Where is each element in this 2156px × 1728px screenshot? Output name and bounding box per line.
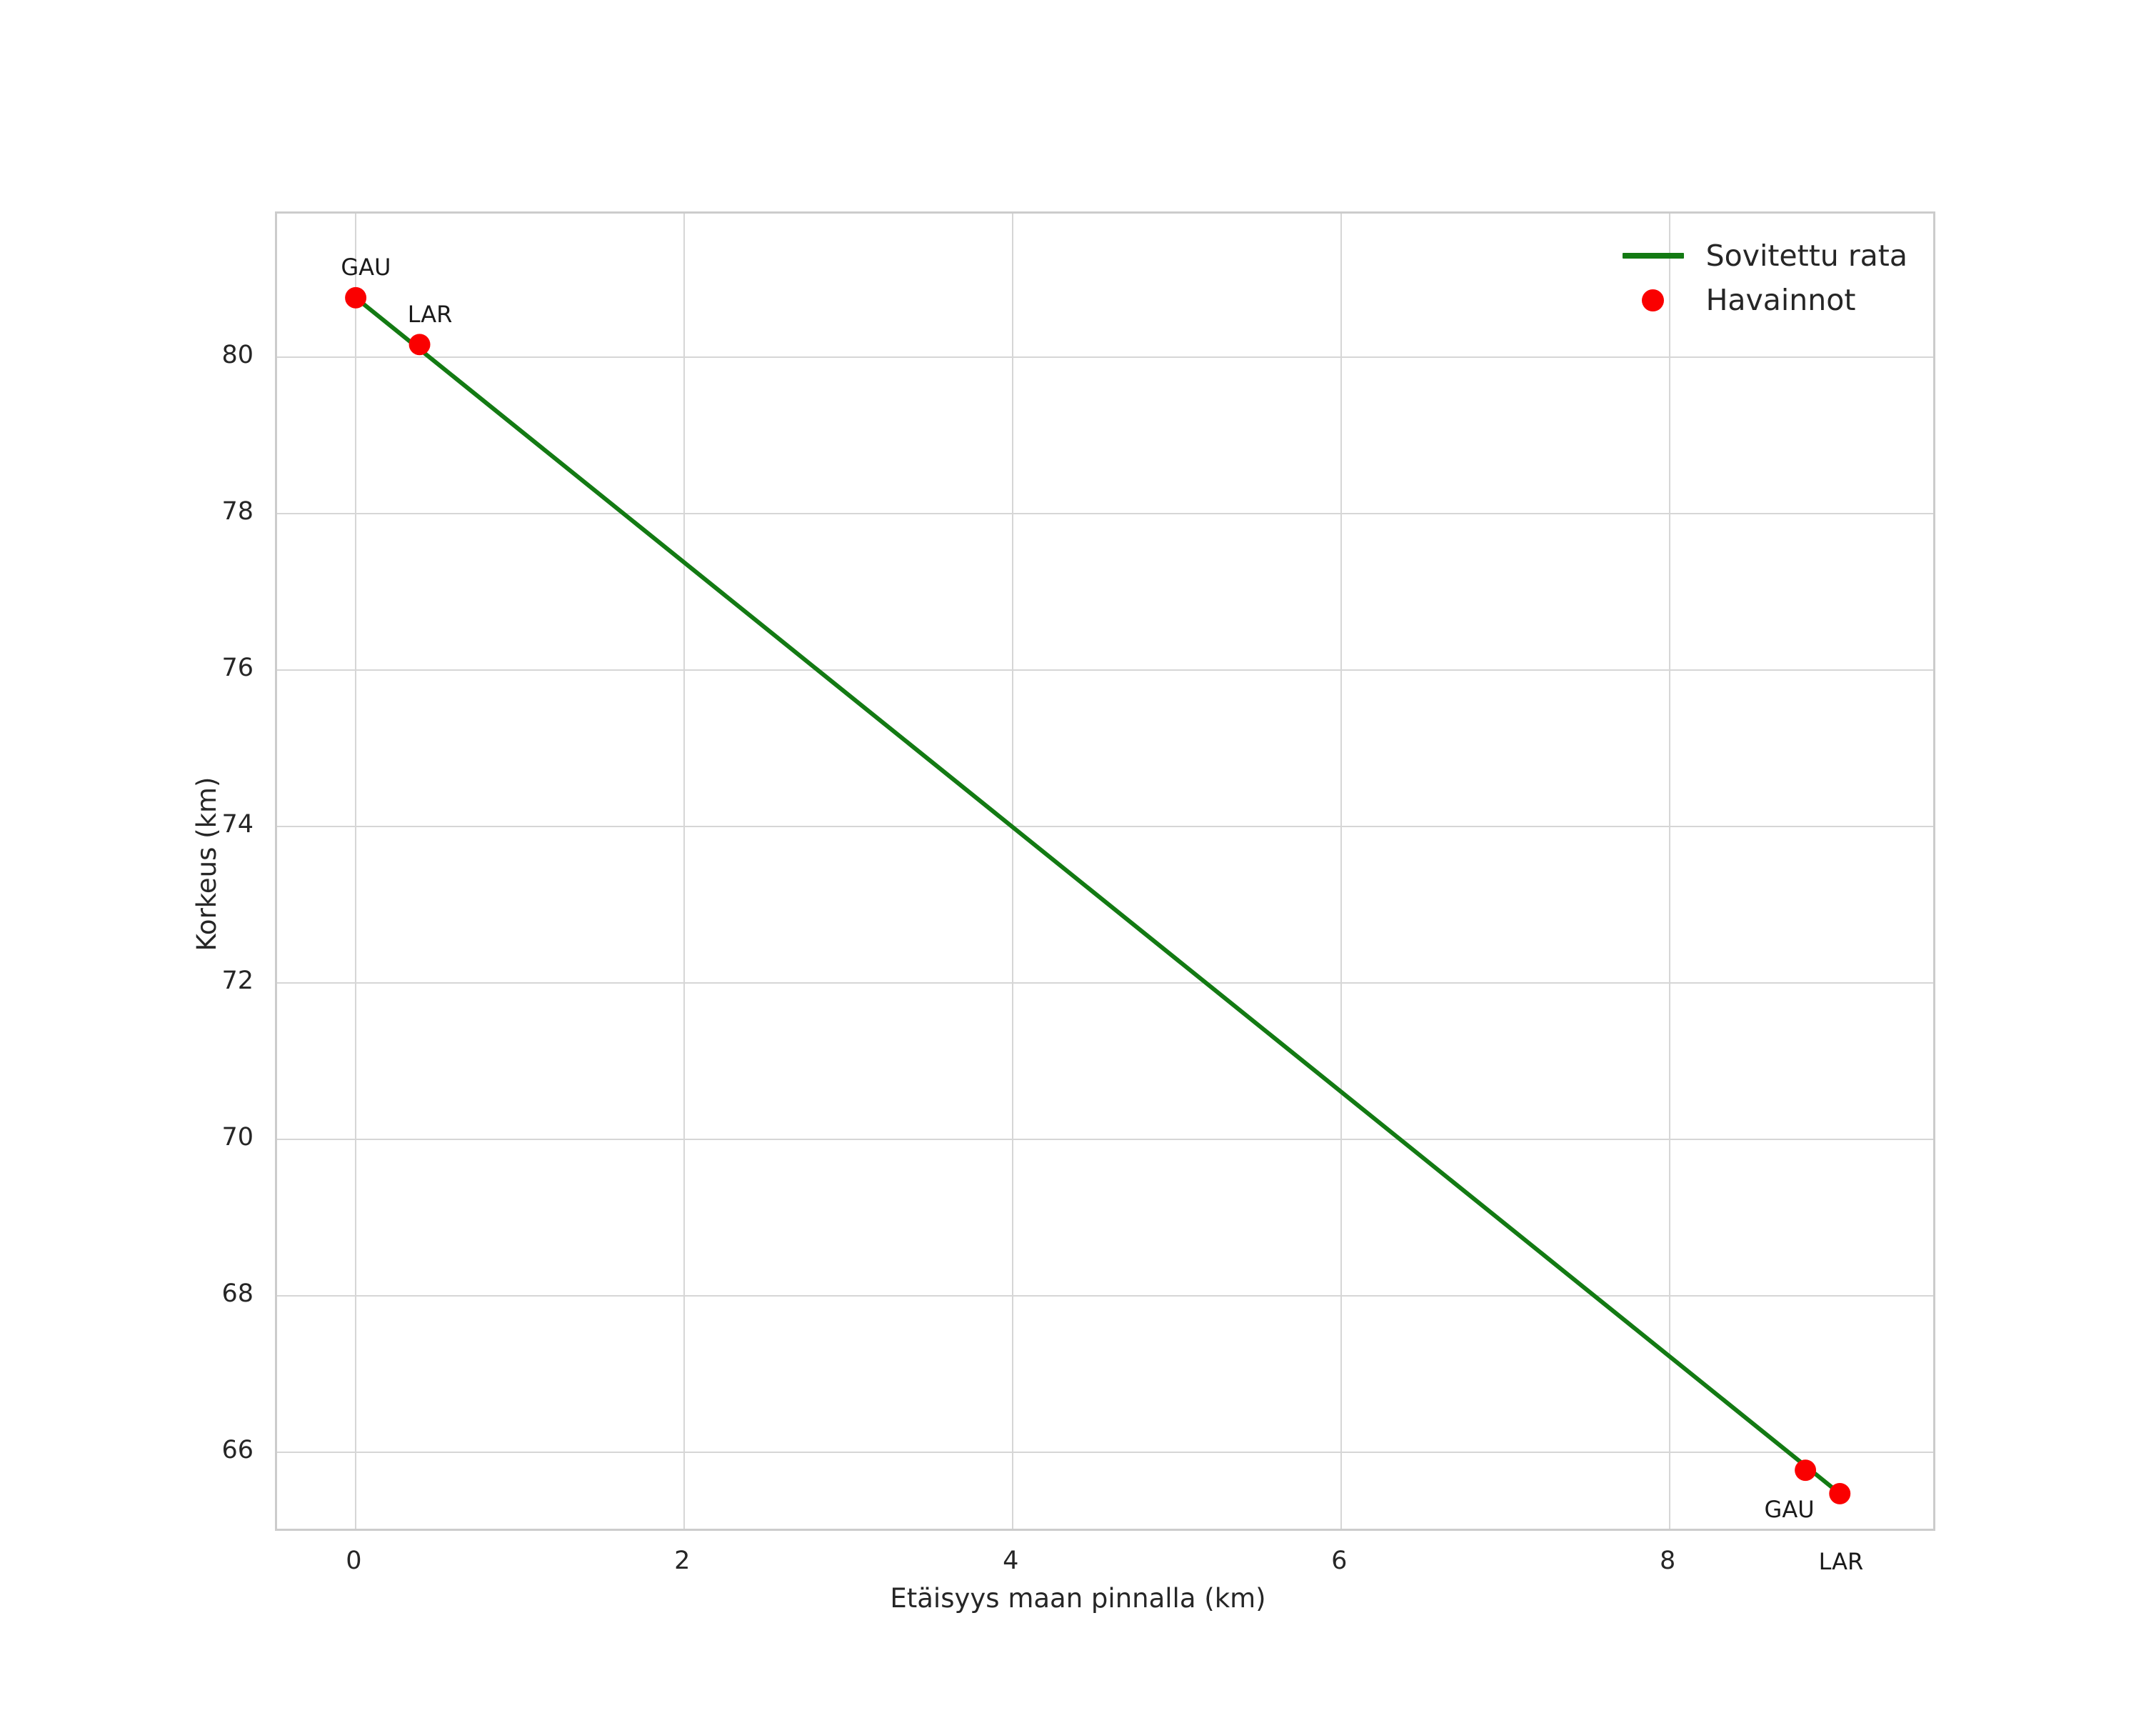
y-tick-label-76: 76 <box>221 654 254 683</box>
point-label-lar-3: LAR <box>1818 1547 1864 1575</box>
y-tick-label-66: 66 <box>221 1436 254 1465</box>
gridline-horizontal-2 <box>277 1139 1933 1141</box>
x-tick-label-4: 4 <box>1003 1547 1019 1575</box>
gridline-vertical-4 <box>1669 214 1671 1529</box>
y-axis-title: Korkeus (km) <box>191 776 222 952</box>
observation-marker-gau-2 <box>1795 1459 1817 1482</box>
chart-legend: Sovitettu rata Havainnot <box>1603 228 1917 328</box>
y-tick-label-70: 70 <box>221 1123 254 1152</box>
observation-markers <box>345 286 1851 1504</box>
gridline-vertical-0 <box>355 214 357 1529</box>
fitted-track-segment <box>354 295 1842 1496</box>
observation-marker-lar-3 <box>1829 1482 1851 1504</box>
gridline-horizontal-6 <box>277 513 1933 515</box>
gridline-horizontal-0 <box>277 1452 1933 1454</box>
gridline-horizontal-7 <box>277 356 1933 359</box>
observation-marker-lar-1 <box>408 334 431 356</box>
plot-area: GAU LAR GAU LAR Sovitettu rata Havainnot <box>275 211 1935 1575</box>
legend-label-observations: Havainnot <box>1705 283 1856 317</box>
x-axis-title: Etäisyys maan pinnalla (km) <box>890 1583 1266 1614</box>
legend-label-fitted-track: Sovitettu rata <box>1705 239 1907 273</box>
gridline-horizontal-5 <box>277 669 1933 671</box>
x-tick-label-2: 2 <box>674 1547 691 1575</box>
y-tick-label-74: 74 <box>221 810 254 839</box>
gridline-horizontal-1 <box>277 1295 1933 1297</box>
point-label-gau-2: GAU <box>1764 1495 1815 1523</box>
gridline-vertical-1 <box>683 214 686 1529</box>
y-tick-label-68: 68 <box>221 1279 254 1309</box>
gridline-horizontal-3 <box>277 982 1933 984</box>
point-label-lar-1: LAR <box>407 300 453 328</box>
series-layer <box>345 286 1851 1504</box>
y-tick-label-80: 80 <box>221 341 254 370</box>
legend-item-observations: Havainnot <box>1610 278 1907 322</box>
x-tick-label-8: 8 <box>1660 1547 1676 1575</box>
y-tick-label-72: 72 <box>221 967 254 996</box>
fitted-track-line <box>354 295 1842 1496</box>
gridline-vertical-3 <box>1340 214 1343 1529</box>
point-label-gau-0: GAU <box>341 254 391 281</box>
legend-line-swatch-icon <box>1610 253 1696 259</box>
legend-marker-swatch-icon <box>1610 289 1696 311</box>
x-tick-label-6: 6 <box>1331 1547 1348 1575</box>
gridline-vertical-2 <box>1012 214 1014 1529</box>
x-tick-label-0: 0 <box>346 1547 362 1575</box>
legend-item-fitted-track: Sovitettu rata <box>1610 234 1907 278</box>
gridline-horizontal-4 <box>277 826 1933 828</box>
y-tick-label-78: 78 <box>221 497 254 526</box>
